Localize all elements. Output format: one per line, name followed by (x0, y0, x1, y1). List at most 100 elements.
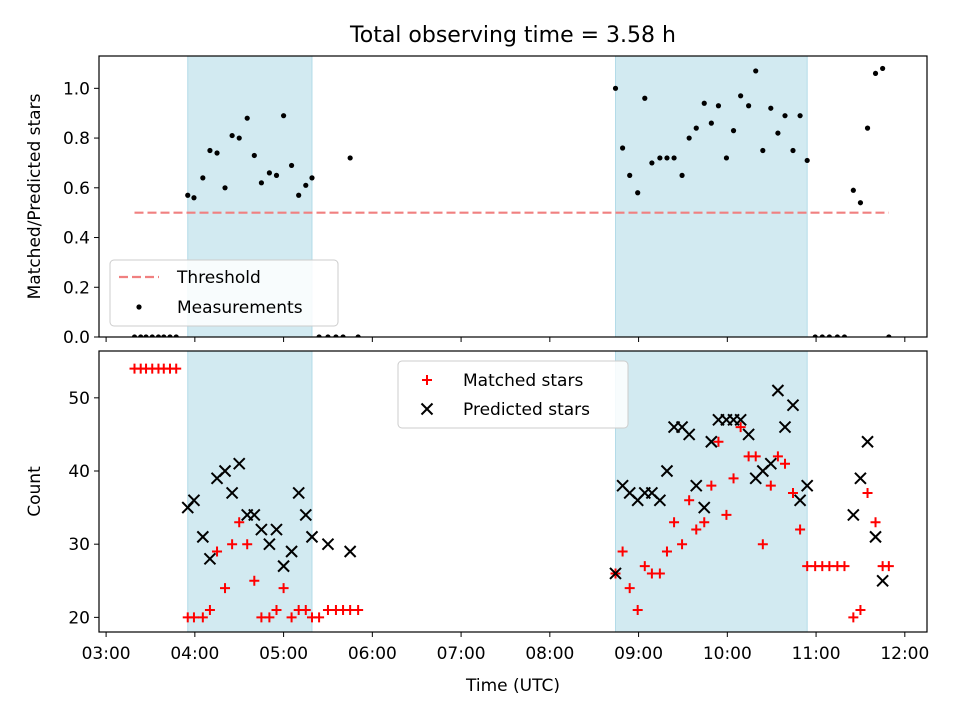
predicted-star-point (292, 486, 305, 500)
plot-area (131, 65, 892, 337)
y-tick-label: 0.8 (63, 129, 90, 149)
measurement-point (288, 162, 295, 169)
matched-star-point (862, 487, 873, 498)
measurement-point (236, 135, 242, 141)
measurement-point (266, 170, 272, 176)
y-tick-label: 0.0 (63, 328, 90, 348)
measurement-point (738, 93, 744, 99)
measurement-point (671, 155, 677, 161)
measurement-point (131, 334, 138, 337)
measurement-point (834, 334, 840, 337)
y-tick-label: 40 (68, 462, 90, 482)
predicted-star-point (847, 508, 860, 522)
measurement-point (872, 70, 879, 77)
measurement-point (222, 185, 228, 191)
matched-star-point (271, 605, 282, 616)
measurement-point (143, 334, 149, 337)
measurement-point (207, 147, 213, 154)
predicted-star-point (800, 479, 814, 492)
measurement-point (664, 155, 670, 161)
measurement-point (857, 200, 864, 206)
matched-star-point (699, 517, 710, 528)
predicted-star-point (861, 435, 874, 448)
predicted-star-point (218, 464, 232, 478)
predicted-star-point (690, 479, 703, 492)
predicted-star-point (196, 530, 210, 544)
x-tick-label: 03:00 (82, 644, 131, 664)
matched-star-point (883, 561, 894, 572)
matched-star-point (300, 605, 311, 616)
matched-star-point (278, 583, 289, 594)
matched-star-point (204, 605, 215, 616)
predicted-star-point (248, 508, 261, 522)
predicted-star-point (660, 464, 674, 478)
measurement-point (155, 334, 162, 337)
legend-matched-label: Matched stars (463, 371, 583, 391)
predicted-star-point (270, 523, 283, 536)
matched-star-point (735, 422, 746, 433)
measurement-point (880, 65, 886, 72)
measurement-point (167, 334, 173, 337)
measurement-point (819, 334, 825, 337)
predicted-star-point (203, 552, 217, 566)
matched-star-point (617, 546, 628, 557)
measurement-point (191, 195, 197, 201)
predicted-star-point (854, 472, 867, 485)
measurement-point (708, 120, 714, 126)
predicted-star-point (653, 494, 667, 507)
measurement-point (635, 190, 641, 196)
observing-window-span (187, 350, 313, 633)
legend: Threshold Measurements (109, 259, 339, 327)
matched-star-point (314, 612, 325, 623)
predicted-star-point (285, 545, 298, 558)
predicted-star-point (764, 457, 778, 470)
measurement-point (138, 334, 144, 337)
matched-star-point (286, 612, 297, 623)
predicted-star-point (786, 398, 800, 412)
predicted-star-point (682, 428, 696, 441)
figure-title: Total observing time = 3.58 h (349, 23, 676, 48)
matched-star-point (249, 575, 260, 586)
matched-star-point (624, 583, 635, 594)
predicted-star-point (734, 413, 747, 426)
matched-star-point (220, 583, 231, 594)
measurement-point (782, 113, 788, 119)
measurement-point (715, 103, 722, 109)
measurement-point (701, 100, 707, 106)
measurement-point (790, 147, 796, 154)
matched-star-point (188, 612, 199, 623)
measurement-point (679, 172, 685, 178)
measurement-point (775, 130, 781, 136)
measurement-point (258, 180, 265, 186)
matched-star-point (750, 451, 761, 462)
legend: Matched stars Predicted stars (397, 360, 629, 429)
measurement-point (760, 147, 766, 154)
matched-star-point (227, 539, 238, 550)
measurement-point (826, 334, 832, 337)
matched-star-point (234, 517, 245, 528)
measurement-point (620, 145, 626, 151)
legend-measurement-swatch (136, 304, 142, 310)
matched-star-point (780, 458, 791, 469)
predicted-star-point (742, 428, 755, 441)
measurement-point (251, 152, 257, 159)
measurement-point (303, 182, 309, 188)
measurement-point (273, 172, 280, 178)
predicted-star-point (876, 574, 889, 587)
measurement-point (612, 85, 619, 91)
predicted-star-point (233, 457, 246, 470)
measurement-point (244, 115, 250, 121)
matched-star-point (765, 480, 776, 491)
x-tick-label: 10:00 (703, 644, 752, 664)
legend-matched-swatch (422, 375, 432, 385)
predicted-star-point (609, 567, 622, 580)
matched-star-point (757, 539, 768, 550)
measurement-point (296, 192, 302, 198)
y-axis-label: Matched/Predicted stars (25, 93, 45, 299)
measurement-point (627, 172, 633, 178)
measurement-point (753, 68, 759, 74)
matched-star-point (855, 605, 866, 616)
predicted-star-point (225, 486, 239, 500)
predicted-star-point (771, 384, 785, 397)
predicted-star-point (263, 537, 276, 551)
